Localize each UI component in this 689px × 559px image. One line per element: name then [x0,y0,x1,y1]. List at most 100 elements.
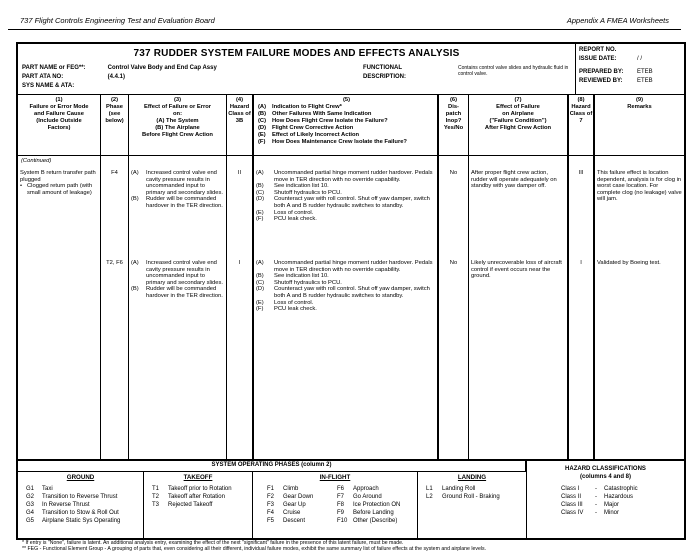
ground-title: GROUND [66,474,95,481]
sys-name-line: SYS NAME & ATA: [22,82,217,91]
takeoff-t3: T3 Rejected Takeoff [144,501,252,509]
inflight-f7-code: F7 [337,494,345,500]
entry1-failure-cause-text: Clogged return path (with small amount o… [27,183,93,196]
col5-item-c: (C) How Does Flight Crew Isolate the Fail… [256,118,437,125]
cell-hazard-7: III I [569,156,595,459]
col1-num: (1) [55,97,63,103]
hazard-class-3-dash: - [595,502,597,508]
inflight-title: IN-FLIGHT [319,474,351,481]
inflight-f4: F4 Cruise [259,509,331,517]
entry2-ind-c-letter: (C) [256,279,265,286]
landing-l1-text: Landing Roll [442,486,476,492]
inflight-f2-text: Gear Down [283,494,314,500]
cell-effect-after: After proper flight crew action, rudder … [469,156,569,459]
footnote-1: * If entry is "None", failure is latent.… [22,540,404,546]
part-name-value: Control Valve Body and End Cap Assy [107,65,217,71]
inflight-f5-text: Descent [283,518,306,524]
col-header-9: (9) Remarks [595,95,684,155]
entry2-ind-d: (D) Counteract yaw with roll control. Shu… [256,286,435,299]
footnote-2: ** FEG - Functional Element Group - A gr… [22,546,487,553]
entry1-hazard-3b: II [237,170,242,176]
part-ata-value: (4.4.1) [107,74,126,80]
prepared-by-value: ETEB [637,69,653,75]
col6-l1: Dis- [448,104,459,110]
col3-num: (3) [173,97,182,103]
col-header-3: (3) Effect of Failure or Error on: (A) T… [129,95,227,155]
ground-g4: G4 Transition to Stow & Roll Out [18,509,143,517]
entry1-ind-c: (C) Shutoff hydraulics to PCU. [256,190,435,197]
entry1-ind-a: (A) Uncommanded partial hinge moment rudd… [256,170,435,183]
col5-item-b-text: Other Failures With Same Indication [272,111,372,117]
functional-description: Contains control valve slides and hydrau… [458,65,569,77]
col-header-8: (8) Hazard Class of 7 [569,95,595,155]
entry1-indication: (A) Uncommanded partial hinge moment rudd… [256,170,435,260]
entry2-indication: (A) Uncommanded partial hinge moment rudd… [256,260,435,313]
col7-l3: ("Failure Condition") [489,118,547,124]
column-header-band: (1) Failure or Error Mode and Failure Ca… [18,95,684,156]
col5-item-c-letter: (C) [258,118,267,124]
cell-hazard-3b: II I [227,156,254,459]
takeoff-t1-code: T1 [152,486,160,492]
inflight-f6-text: Approach [353,486,379,492]
entry1-effect-b-text: Rudder will be commanded hardover in the… [146,196,223,209]
report-no-label: REPORT NO. [579,47,617,53]
reviewed-by-line: REVIEWED BY: ETEB [579,77,684,86]
entry2-ind-e-letter: (E) [256,299,264,306]
col3-l2: on: [172,111,182,117]
report-block: REPORT NO. ISSUE DATE: / / PREPARED BY: … [576,44,684,94]
functional-label-1: FUNCTIONAL [363,65,402,71]
entry2-ind-b-text: See indication list 10. [274,273,329,280]
entry2-ind-a-letter: (A) [256,260,264,266]
entry2-ind-d-text: Counteract yaw with roll control. Shut o… [274,286,430,299]
header-rule [8,29,681,30]
ground-g2-text: Transition to Reverse Thrust [42,494,118,500]
inflight-f2-code: F2 [267,494,275,500]
col1-l2: and Failure Cause [34,111,84,117]
title-left: 737 RUDDER SYSTEM FAILURE MODES AND EFFE… [18,44,576,94]
inflight-f3: F3 Gear Up [259,501,331,509]
col4-l2: Class of [228,111,251,117]
entry2-effect-after: Likely unrecoverable loss of aircraft co… [471,260,562,280]
col8-l2: Class of [569,111,593,117]
entry1-effect-a-text: Increased control valve end cavity press… [146,170,224,196]
entry1-ind-b-text: See indication list 10. [274,183,329,190]
inflight-lists: F1 Climb F2 Gear Down F3 Gear Up F4 Cruise F… [253,485,417,525]
inflight-f7: F7 Go Around [337,493,400,501]
ground-g4-text: Transition to Stow & Roll Out [42,510,119,516]
inflight-f9-code: F9 [337,510,345,516]
entry2-remarks: Validated by Boeing test. [597,260,661,266]
cell-indication: (A) Uncommanded partial hinge moment rudd… [254,156,439,459]
hazard-class-1-label: Catastrophic [604,486,638,492]
part-name-label: PART NAME or FEG**: [22,65,86,71]
col2-l2: (see [108,111,121,117]
col5-item-a-text: Indication to Flight Crew* [272,104,342,110]
entry1-effect-after: After proper flight crew action, rudder … [471,170,557,190]
col5-item-b: (B) Other Failures With Same Indication [256,111,437,118]
ground-g1-text: Taxi [42,486,53,492]
cell-dispatch: No No [439,156,469,459]
inflight-f3-code: F3 [267,502,275,508]
inflight-f1-code: F1 [267,486,275,492]
inflight-f7-text: Go Around [353,494,382,500]
col5-item-a-letter: (A) [258,104,267,110]
entry1-ind-c-text: Shutoff hydraulics to PCU. [274,189,342,196]
hazard-class-2: Class II - Hazardous [561,493,684,501]
part-info: PART NAME or FEG**: Control Valve Body a… [22,64,217,91]
entry1-failure-mode: System B return transfer path plugged • … [20,170,98,260]
reviewed-by-value: ETEB [637,78,653,84]
col5-item-f-letter: (F) [258,139,266,145]
hazard-class-3-code: Class III [561,502,583,508]
entry2-phase: T2, F6 [106,260,123,266]
phases-takeoff: TAKEOFF T1 Takeoff prior to Rotation T2 Ta… [144,472,253,539]
takeoff-t3-text: Rejected Takeoff [168,502,213,508]
part-ata-line: PART ATA NO: (4.4.1) [22,73,217,82]
entry1-effect-b-letter: (B) [131,196,139,203]
entry1-ind-d: (D) Counteract yaw with roll control. Shu… [256,196,435,209]
col7-num: (7) [514,97,522,103]
entry2-effect-b-text: Rudder will be commanded hardover in the… [146,286,223,299]
hazard-class-1: Class I - Catastrophic [561,485,684,493]
entry2-effect-a-letter: (A) [131,260,139,266]
inflight-f10-text: Other (Describe) [353,518,398,524]
inflight-f2: F2 Gear Down [259,493,331,501]
